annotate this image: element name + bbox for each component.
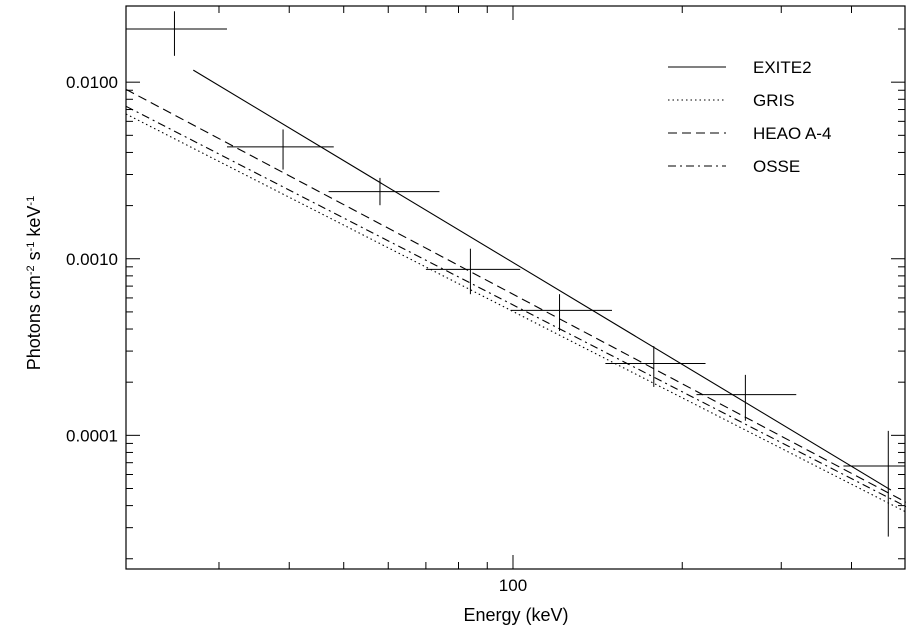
series-line-solid [193, 69, 892, 491]
axis-ticks: 100 0.0100 0.0010 0.0001 [66, 6, 905, 595]
data-point [425, 248, 521, 295]
data-point [226, 129, 334, 170]
data-point [510, 294, 612, 331]
series-line-dotted [125, 113, 906, 513]
data-point [843, 430, 905, 537]
x-tick-label: 100 [499, 576, 527, 595]
legend-label: GRIS [753, 91, 795, 110]
data-point [605, 346, 706, 387]
y-axis-title-part: keV [24, 206, 44, 242]
data-point [126, 11, 227, 56]
legend-label: EXITE2 [753, 58, 812, 77]
y-axis-title-sup: -1 [25, 242, 37, 252]
plot-border [125, 5, 906, 570]
series-line-dashdot [125, 105, 906, 508]
legend-label: OSSE [753, 157, 800, 176]
y-axis-title-part: Photons cm [24, 275, 44, 370]
plot-frame [125, 5, 906, 570]
y-axis-title-sup: -1 [25, 196, 37, 206]
data-point [328, 177, 440, 206]
y-axis-title-sup: -2 [25, 265, 37, 275]
y-tick-label: 0.0010 [66, 250, 118, 269]
series-line-dashed [125, 88, 906, 503]
y-tick-label: 0.0100 [66, 73, 118, 92]
x-axis-title: Energy (keV) [463, 605, 568, 625]
y-axis-title: Photons cm-2 s-1 keV-1 [24, 196, 44, 370]
y-tick-label: 0.0001 [66, 426, 118, 445]
series-lines [125, 69, 906, 513]
y-axis-title-part: s [24, 251, 44, 265]
legend-label: HEAO A-4 [753, 124, 831, 143]
data-point [696, 374, 797, 421]
legend: EXITE2 GRIS HEAO A-4 OSSE [668, 58, 831, 176]
data-points [126, 11, 905, 537]
